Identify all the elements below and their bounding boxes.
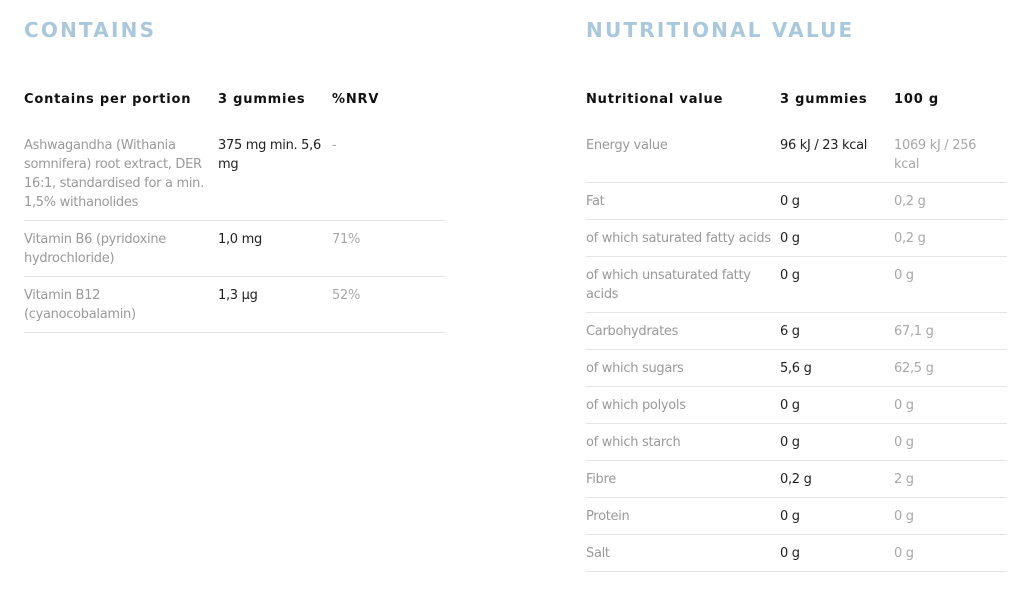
portion-value: 375 mg min. 5,6 mg bbox=[218, 127, 332, 221]
ingredient-name: Vitamin B12 (cyanocobalamin) bbox=[24, 276, 218, 333]
nutrient-name: Fat bbox=[586, 182, 780, 220]
ingredient-name: Ashwagandha (Withania somnifera) root ex… bbox=[24, 127, 218, 221]
nrv-value: - bbox=[332, 127, 445, 221]
table-row: Energy value 96 kJ / 23 kcal 1069 kJ / 256… bbox=[586, 127, 1007, 183]
nrv-value: 71% bbox=[332, 220, 445, 277]
table-row: Ashwagandha (Withania somnifera) root ex… bbox=[24, 127, 445, 221]
table-header-row: Contains per portion 3 gummies %NRV bbox=[24, 88, 445, 127]
nutrient-name: of which saturated fatty acids bbox=[586, 219, 780, 257]
portion-value: 5,6 g bbox=[780, 349, 894, 387]
column-header: %NRV bbox=[332, 92, 380, 107]
nutrient-name: Salt bbox=[586, 534, 780, 572]
ingredient-name: Vitamin B6 (pyridoxine hydrochloride) bbox=[24, 220, 218, 277]
per-100g-value: 0 g bbox=[894, 386, 1007, 424]
nutrient-name: Protein bbox=[586, 497, 780, 535]
portion-value: 0 g bbox=[780, 423, 894, 461]
per-100g-value: 2 g bbox=[894, 460, 1007, 498]
contains-table: Contains per portion 3 gummies %NRV Ashw… bbox=[24, 88, 445, 333]
nutrient-name: Energy value bbox=[586, 127, 780, 183]
nrv-value: 52% bbox=[332, 276, 445, 333]
table-row: Vitamin B12 (cyanocobalamin) 1,3 µg 52% bbox=[24, 276, 445, 333]
per-100g-value: 67,1 g bbox=[894, 312, 1007, 350]
column-header: 3 gummies bbox=[780, 92, 868, 107]
column-header: 100 g bbox=[894, 92, 939, 107]
per-100g-value: 0 g bbox=[894, 423, 1007, 461]
portion-value: 1,0 mg bbox=[218, 220, 332, 277]
portion-value: 96 kJ / 23 kcal bbox=[780, 127, 894, 183]
portion-value: 0 g bbox=[780, 386, 894, 424]
column-header: Contains per portion bbox=[24, 92, 192, 107]
portion-value: 0 g bbox=[780, 534, 894, 572]
portion-value: 6 g bbox=[780, 312, 894, 350]
portion-value: 1,3 µg bbox=[218, 276, 332, 333]
per-100g-value: 1069 kJ / 256 kcal bbox=[894, 127, 1007, 183]
portion-value: 0 g bbox=[780, 219, 894, 257]
nutrient-name: of which polyols bbox=[586, 386, 780, 424]
per-100g-value: 0 g bbox=[894, 256, 1007, 313]
nutrient-name: Fibre bbox=[586, 460, 780, 498]
column-header: Nutritional value bbox=[586, 92, 724, 107]
per-100g-value: 62,5 g bbox=[894, 349, 1007, 387]
contains-title: CONTAINS bbox=[24, 18, 157, 42]
nutrient-name: of which starch bbox=[586, 423, 780, 461]
nutrition-title: NUTRITIONAL VALUE bbox=[586, 18, 855, 42]
per-100g-value: 0 g bbox=[894, 534, 1007, 572]
nutrient-name: of which unsaturated fatty acids bbox=[586, 256, 780, 313]
nutrient-name: Carbohydrates bbox=[586, 312, 780, 350]
per-100g-value: 0,2 g bbox=[894, 219, 1007, 257]
nutrition-table: Nutritional value 3 gummies 100 g Energy… bbox=[586, 88, 1007, 572]
table-row: Carbohydrates 6 g 67,1 g bbox=[586, 312, 1007, 350]
portion-value: 0 g bbox=[780, 256, 894, 313]
table-row: Vitamin B6 (pyridoxine hydrochloride) 1,0… bbox=[24, 220, 445, 277]
table-header-row: Nutritional value 3 gummies 100 g bbox=[586, 88, 1007, 127]
column-header: 3 gummies bbox=[218, 92, 306, 107]
table-row: of which saturated fatty acids 0 g 0,2 g bbox=[586, 219, 1007, 257]
portion-value: 0,2 g bbox=[780, 460, 894, 498]
table-row: Fat 0 g 0,2 g bbox=[586, 182, 1007, 220]
table-row: of which sugars 5,6 g 62,5 g bbox=[586, 349, 1007, 387]
portion-value: 0 g bbox=[780, 182, 894, 220]
portion-value: 0 g bbox=[780, 497, 894, 535]
nutrient-name: of which sugars bbox=[586, 349, 780, 387]
per-100g-value: 0 g bbox=[894, 497, 1007, 535]
per-100g-value: 0,2 g bbox=[894, 182, 1007, 220]
